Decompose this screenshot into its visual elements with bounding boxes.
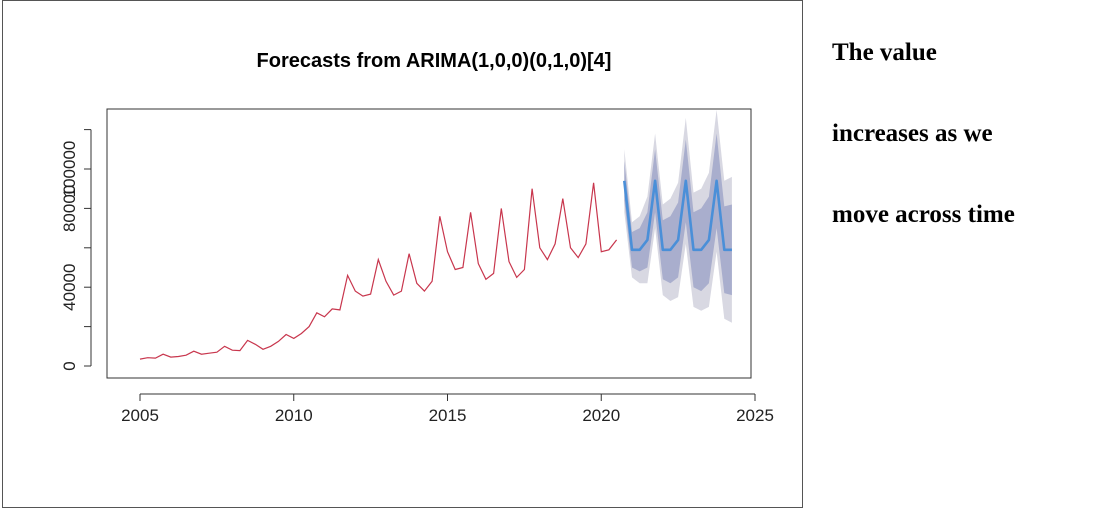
y-tick-label: 100000 [60,141,79,198]
plot-box [106,108,752,379]
history-series-line [139,182,618,360]
forecast-series-line [623,179,732,252]
x-tick-label: 2010 [275,406,313,425]
prediction-band-80 [624,133,732,296]
x-tick-label: 2025 [736,406,774,425]
chart-title: Forecasts from ARIMA(1,0,0)(0,1,0)[4] [257,50,612,72]
annotation-text: The value increases as we move across ti… [832,22,1092,265]
annotation-line-3: move across time [832,201,1015,228]
x-tick-label: 2005 [121,406,159,425]
y-tick-label: 40000 [60,264,79,311]
annotation-line-1: The value [832,39,937,66]
y-tick-label: 80000 [60,185,79,232]
y-tick-label: 0 [60,361,79,370]
x-tick-label: 2020 [582,406,620,425]
forecast-chart: Forecasts from ARIMA(1,0,0)(0,1,0)[4] 20… [60,50,774,425]
annotation-line-2: increases as we [832,120,993,147]
chart-panel: Forecasts from ARIMA(1,0,0)(0,1,0)[4] 20… [2,0,803,508]
x-tick-label: 2015 [429,406,467,425]
